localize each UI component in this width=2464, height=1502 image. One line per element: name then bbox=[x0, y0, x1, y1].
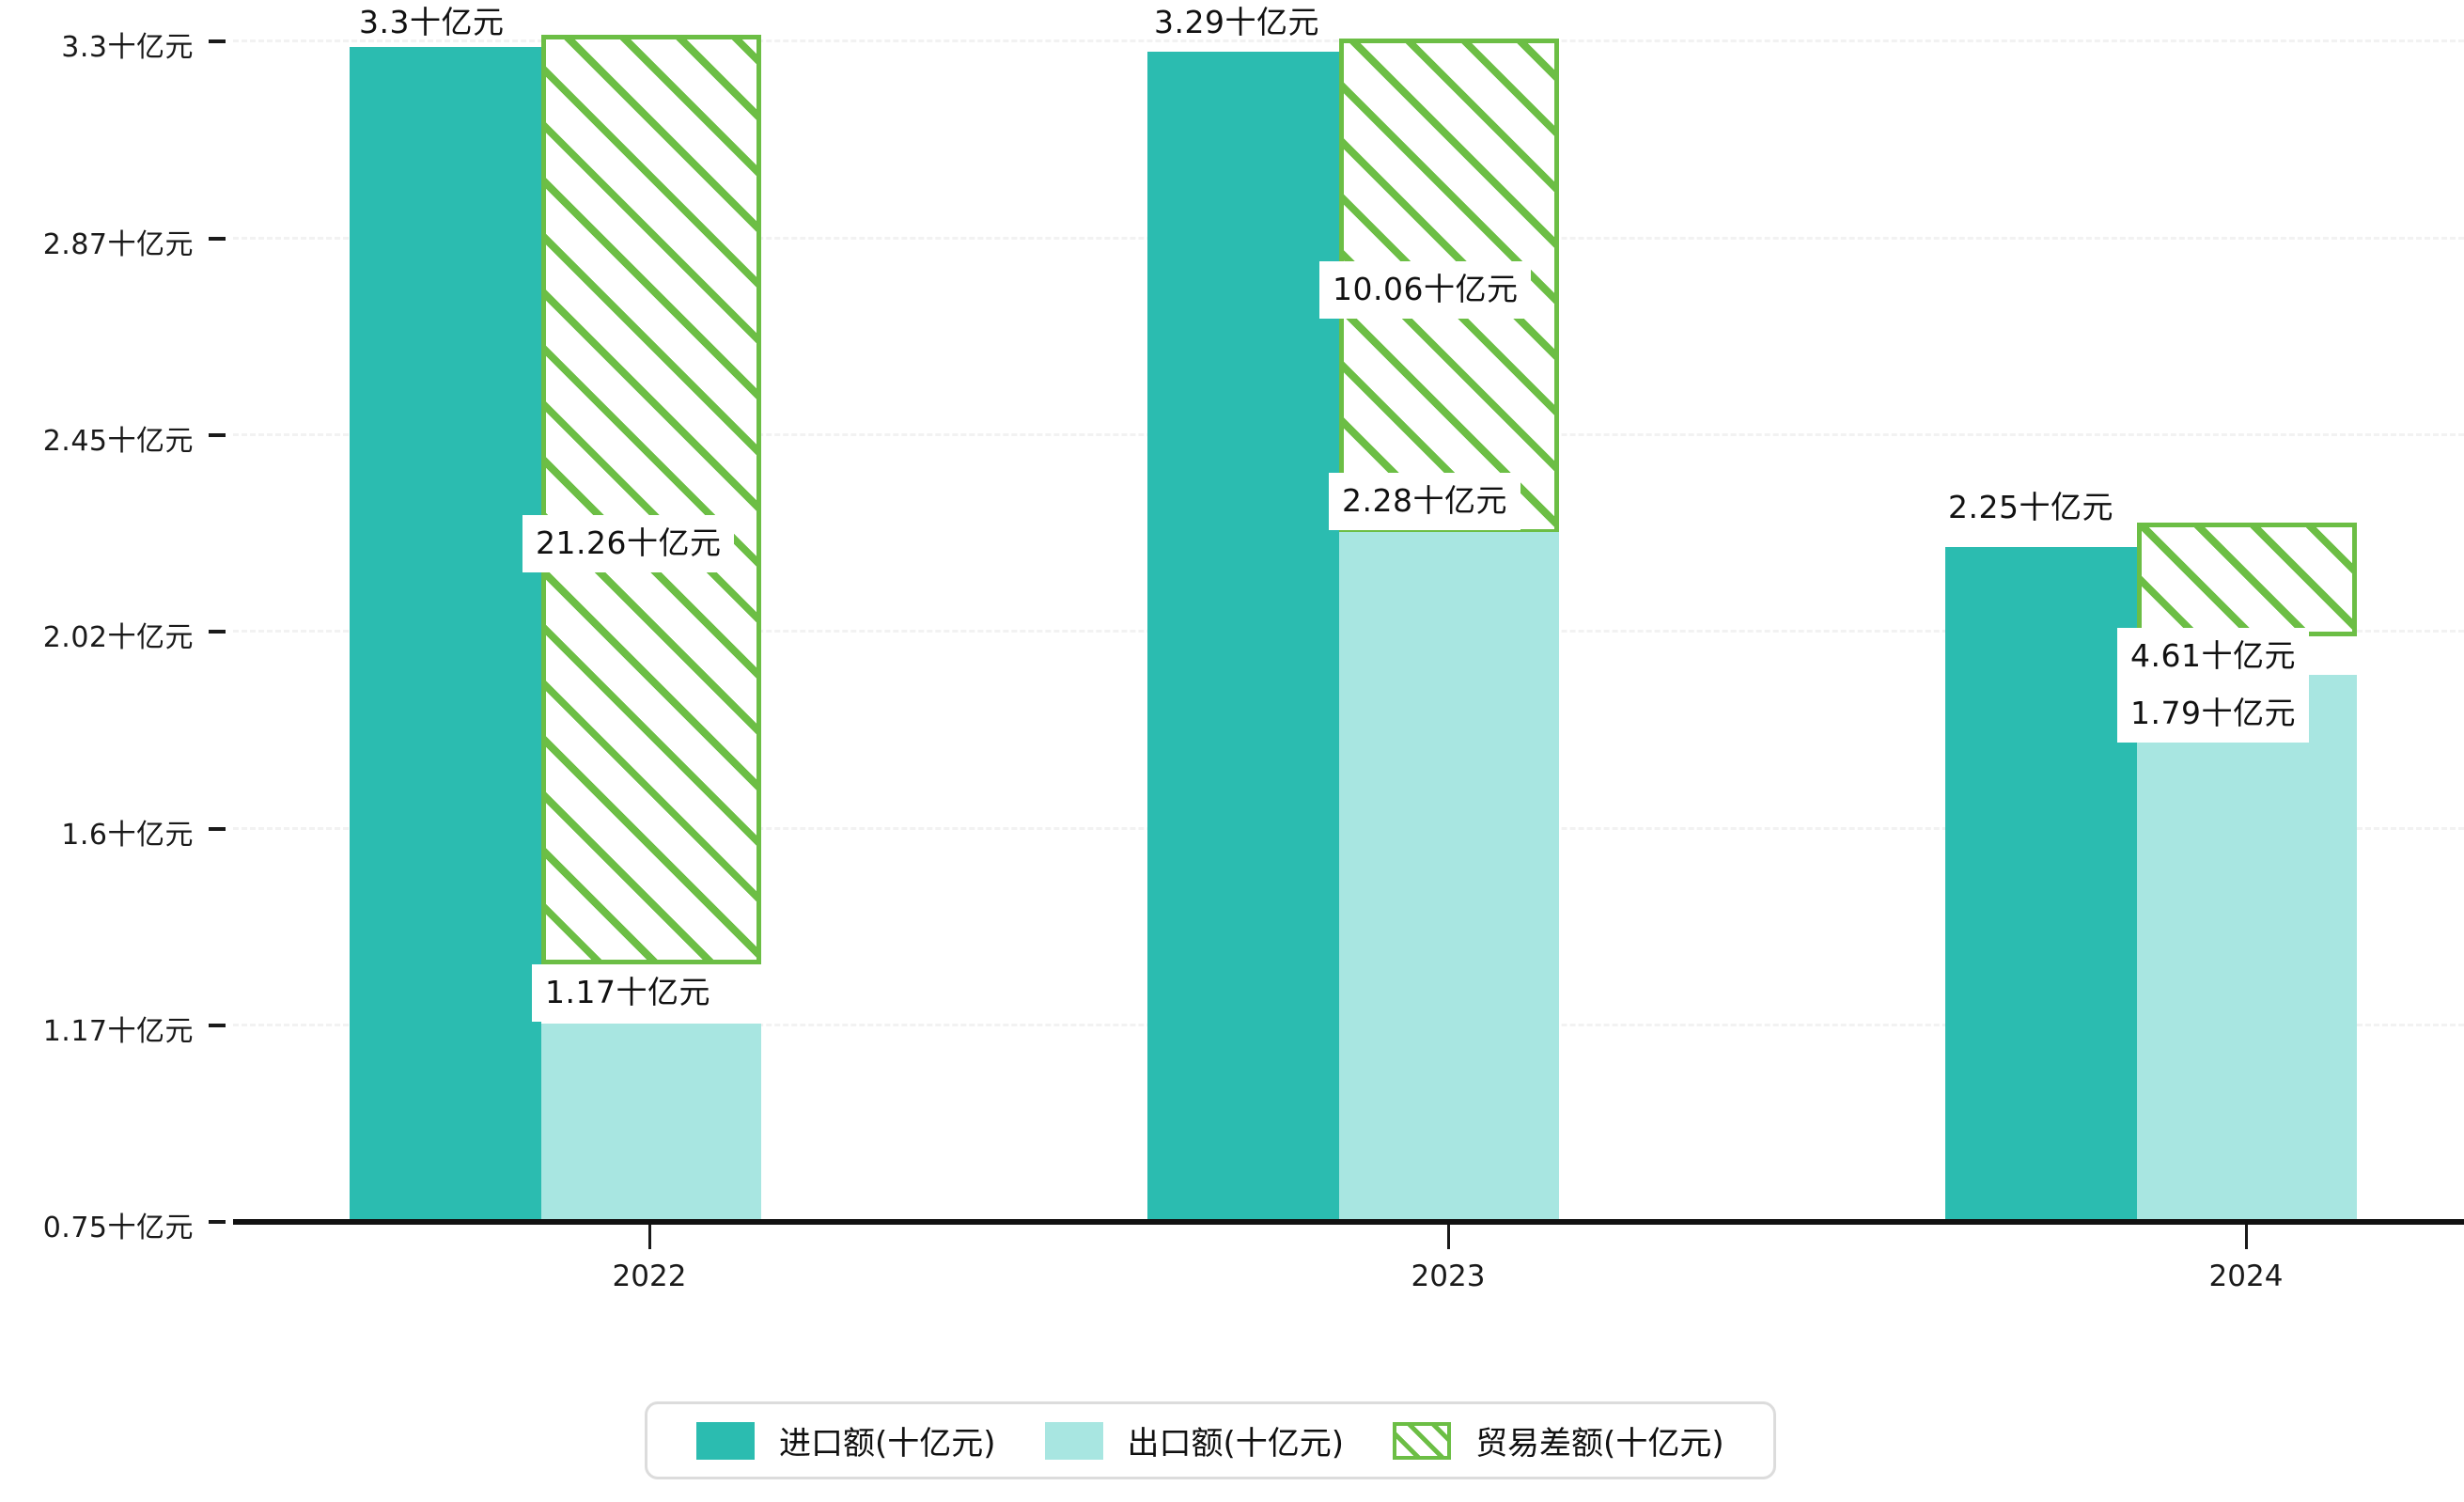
bar-import-2023[interactable] bbox=[1147, 52, 1339, 1219]
y-axis-tick-label: 1.17十亿元 bbox=[42, 1015, 194, 1048]
bar-import-2022[interactable] bbox=[350, 47, 541, 1219]
data-label-import-2022: 3.3十亿元 bbox=[359, 4, 505, 40]
x-axis-tick-label: 2023 bbox=[1411, 1259, 1486, 1293]
y-axis-tick-mark bbox=[209, 630, 226, 634]
legend-item-import[interactable]: 进口额(十亿元) bbox=[696, 1417, 996, 1463]
legend-swatch-balance-icon bbox=[1393, 1421, 1452, 1460]
bar-balance-2022[interactable] bbox=[541, 35, 761, 964]
data-label-export-2022: 1.17十亿元 bbox=[532, 964, 724, 1022]
legend-label-balance: 贸易差额(十亿元) bbox=[1475, 1425, 1724, 1463]
y-axis-tick-mark bbox=[209, 39, 226, 43]
data-label-import-2024: 2.25十亿元 bbox=[1948, 489, 2113, 525]
y-axis-tick-label: 1.6十亿元 bbox=[61, 819, 194, 852]
x-axis-line bbox=[233, 1219, 2464, 1225]
chart-legend: 进口额(十亿元) 出口额(十亿元) 贸易差额(十亿元) bbox=[645, 1401, 1776, 1479]
legend-swatch-export-icon bbox=[1044, 1421, 1103, 1460]
x-axis-tick-label: 2022 bbox=[612, 1259, 687, 1293]
x-axis-tick-mark bbox=[2245, 1225, 2248, 1249]
legend-item-balance[interactable]: 贸易差额(十亿元) bbox=[1393, 1417, 1724, 1463]
bar-export-2024[interactable] bbox=[2137, 675, 2357, 1219]
y-axis-tick-mark bbox=[209, 827, 226, 831]
y-axis-tick-label: 2.02十亿元 bbox=[42, 621, 194, 654]
legend-label-import: 进口额(十亿元) bbox=[779, 1425, 996, 1463]
data-label-balance-2024: 4.61十亿元 bbox=[2117, 628, 2309, 685]
bar-export-2023[interactable] bbox=[1339, 532, 1559, 1219]
y-axis-tick-label: 0.75十亿元 bbox=[42, 1212, 194, 1244]
y-axis-tick-label: 3.3十亿元 bbox=[61, 31, 194, 64]
legend-item-export[interactable]: 出口额(十亿元) bbox=[1044, 1417, 1345, 1463]
data-label-balance-2022: 21.26十亿元 bbox=[522, 515, 735, 572]
y-axis-tick-mark bbox=[209, 1220, 226, 1224]
y-axis-tick-mark bbox=[209, 237, 226, 241]
data-label-import-2023: 3.29十亿元 bbox=[1154, 4, 1319, 40]
data-label-export-2023: 2.28十亿元 bbox=[1329, 473, 1521, 530]
x-axis-tick-label: 2024 bbox=[2208, 1259, 2284, 1293]
bar-export-2022[interactable] bbox=[541, 1024, 761, 1219]
x-axis-tick-mark bbox=[1447, 1225, 1450, 1249]
legend-label-export: 出口额(十亿元) bbox=[1127, 1425, 1345, 1463]
y-axis-tick-mark bbox=[209, 1024, 226, 1027]
bar-import-2024[interactable] bbox=[1945, 547, 2137, 1219]
bar-balance-2024[interactable] bbox=[2137, 523, 2357, 636]
y-axis-tick-label: 2.87十亿元 bbox=[42, 228, 194, 261]
y-axis-tick-label: 2.45十亿元 bbox=[42, 425, 194, 458]
x-axis-tick-mark bbox=[648, 1225, 651, 1249]
y-axis-tick-mark bbox=[209, 433, 226, 437]
data-label-balance-2023: 10.06十亿元 bbox=[1319, 261, 1532, 319]
data-label-export-2024: 1.79十亿元 bbox=[2117, 685, 2309, 743]
legend-swatch-import-icon bbox=[696, 1421, 755, 1460]
